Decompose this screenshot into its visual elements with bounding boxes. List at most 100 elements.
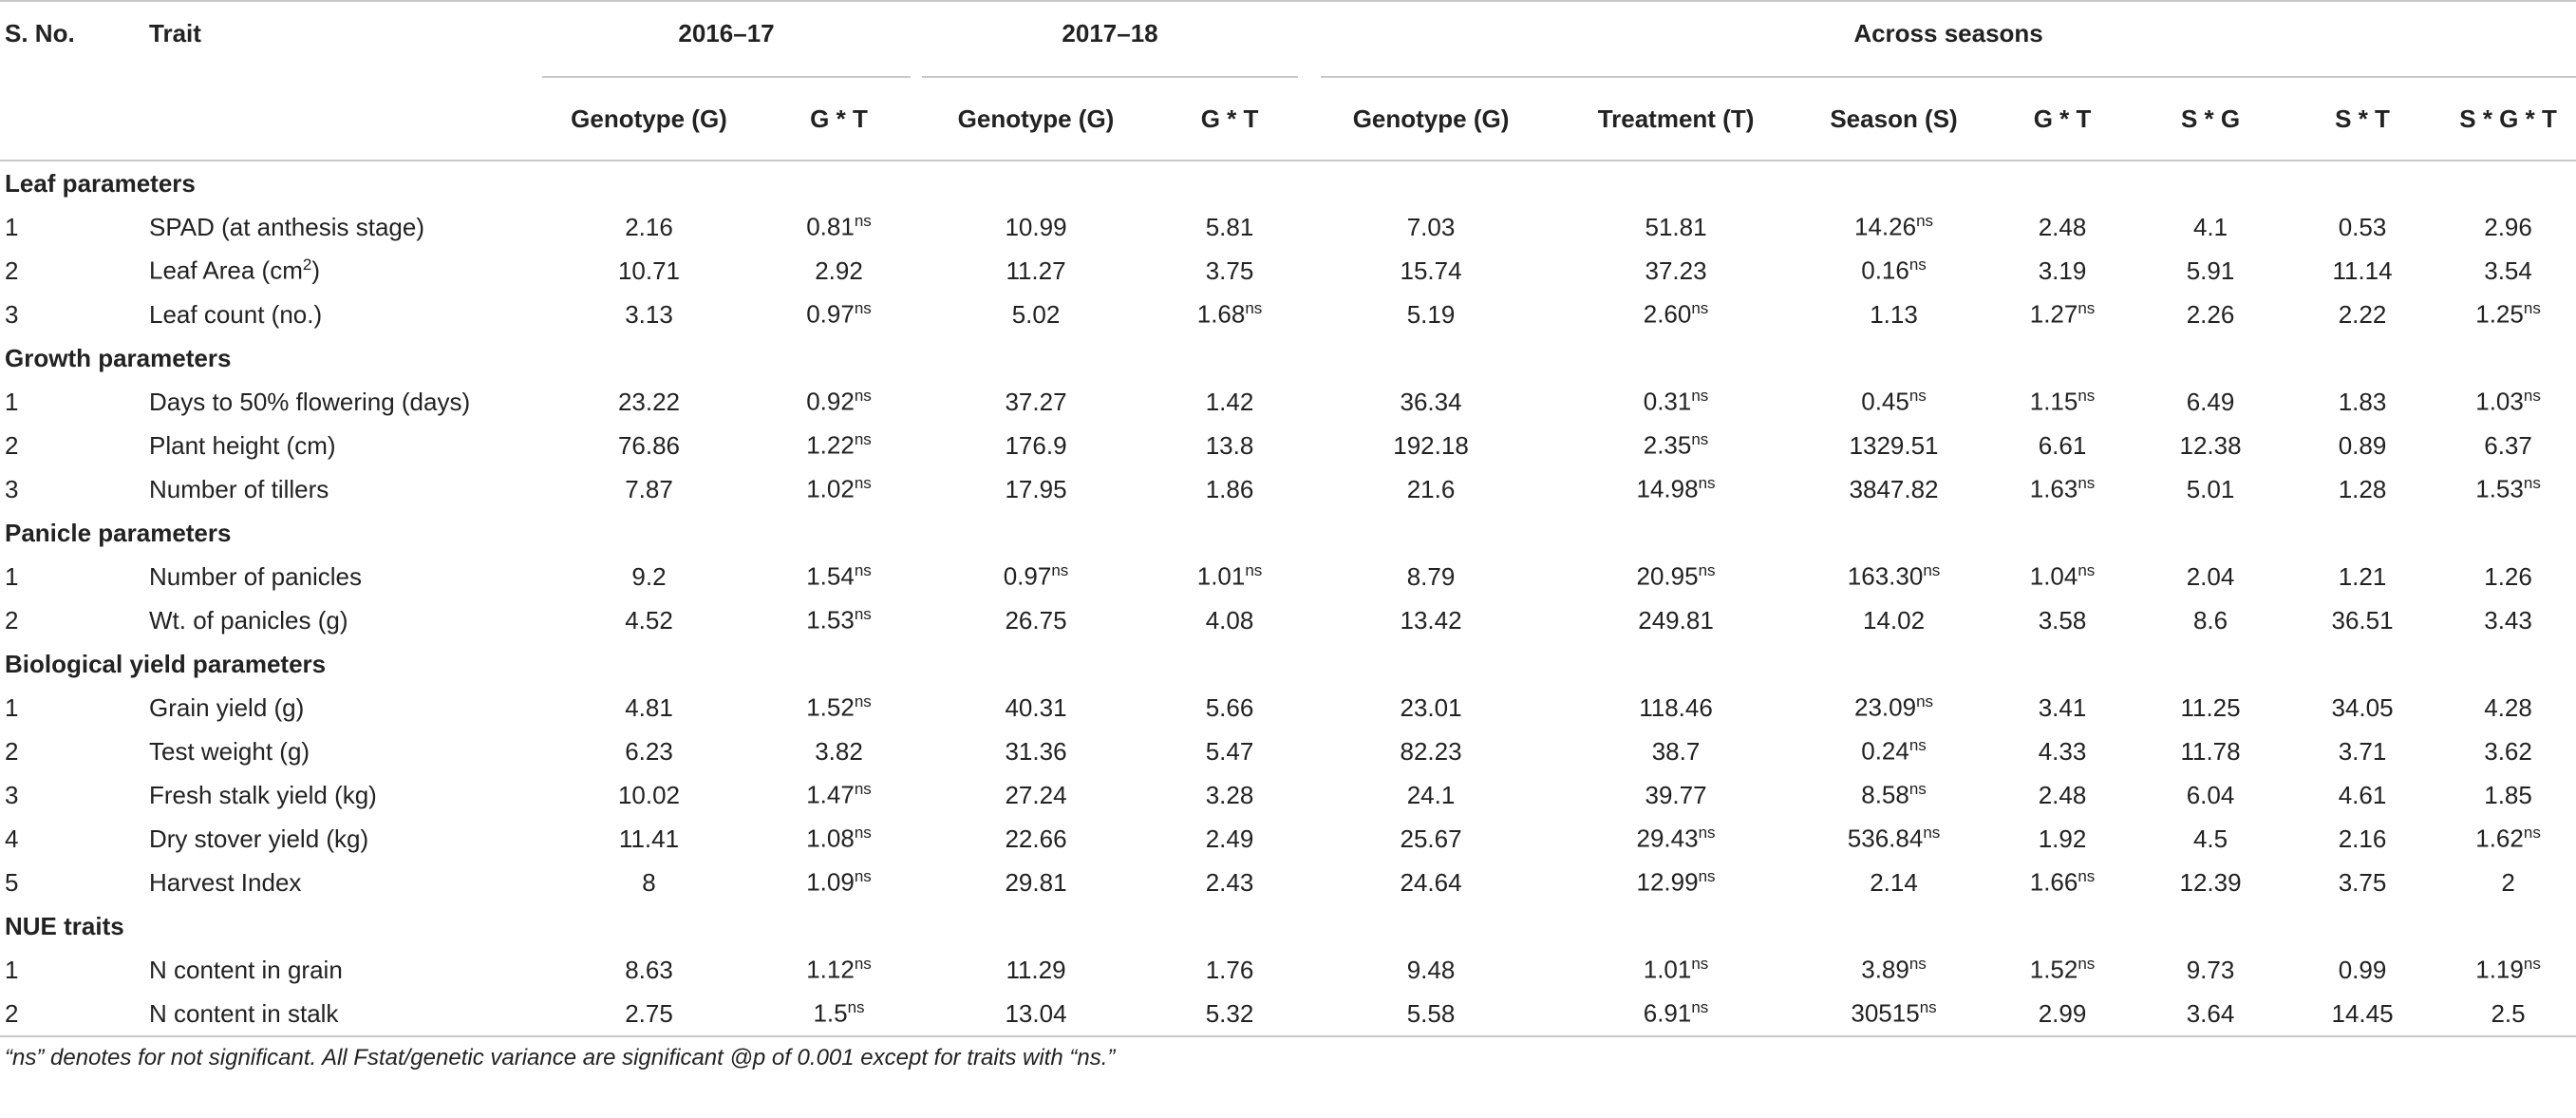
- data-cell: 24.1: [1406, 780, 1456, 809]
- cell-value: 1.12: [806, 955, 855, 984]
- cell-value: 1.47: [806, 780, 855, 809]
- superscript: ns: [2523, 955, 2541, 974]
- column-header: S * G: [2136, 78, 2285, 161]
- data-cell: 2: [2501, 867, 2515, 897]
- data-cell: 1.86: [1205, 474, 1254, 503]
- data-cell: 10.71: [617, 256, 681, 285]
- cell-value: 2.35: [1643, 430, 1692, 460]
- data-cell: 5.81: [1205, 212, 1254, 241]
- superscript: 2: [302, 256, 312, 275]
- cell-value: 0.97: [1003, 561, 1052, 591]
- data-cell: 1.25ns: [2440, 293, 2576, 336]
- data-cell: 2.43: [1205, 867, 1254, 897]
- trait-name: Leaf Area (cm2): [140, 249, 542, 293]
- cell-value: 1.54: [806, 561, 855, 591]
- data-row: 1 SPAD (at anthesis stage) 2.16 0.81ns 10.99…: [0, 205, 2576, 249]
- section-row: Panicle parameters: [0, 511, 2576, 555]
- data-cell: 0.92ns: [756, 380, 922, 424]
- data-cell: 5.02: [1011, 299, 1061, 329]
- cell-value: 30515: [1851, 998, 1920, 1028]
- superscript: ns: [2078, 867, 2096, 886]
- data-row: 2 Plant height (cm) 76.86 1.22ns 176.9 13.8 19…: [0, 424, 2576, 467]
- data-cell: 51.81: [1645, 212, 1707, 241]
- data-cell: 2.16: [2338, 824, 2387, 853]
- data-cell: 1.22ns: [756, 424, 922, 467]
- data-cell: 2.99: [2038, 998, 2087, 1028]
- cell-value: 1.53: [2475, 474, 2524, 503]
- superscript: ns: [2078, 387, 2096, 406]
- data-cell: 1.15ns: [1988, 380, 2136, 424]
- data-cell: 1.62ns: [2440, 817, 2576, 861]
- data-cell: 13.8: [1205, 430, 1254, 460]
- data-cell: 27.24: [1005, 780, 1067, 809]
- data-cell: 6.49: [2186, 387, 2235, 416]
- serial-number: 2: [5, 736, 19, 766]
- data-cell: 3.41: [2038, 692, 2087, 722]
- cell-value: 1.15: [2029, 387, 2078, 416]
- data-cell: 1.85: [2484, 780, 2532, 809]
- data-cell: 3.75: [2338, 867, 2387, 897]
- superscript: ns: [1916, 212, 1934, 231]
- cell-value: Leaf Area (cm: [149, 256, 303, 285]
- data-cell: 0.24ns: [1799, 730, 1988, 773]
- superscript: ns: [854, 867, 872, 886]
- data-cell: 1.26: [2484, 561, 2532, 591]
- data-cell: 36.51: [2331, 605, 2394, 635]
- data-cell: 30515ns: [1799, 992, 1988, 1036]
- cell-value: 1.04: [2029, 561, 2078, 591]
- data-cell: 11.27: [1006, 256, 1066, 285]
- data-cell: 2.48: [2038, 212, 2087, 241]
- superscript: ns: [1245, 299, 1263, 318]
- trait-name: Number of tillers: [149, 474, 329, 503]
- data-cell: 23.01: [1400, 692, 1462, 722]
- data-cell: 2.16: [625, 212, 673, 241]
- data-cell: 1.04ns: [1988, 555, 2136, 598]
- data-cell: 0.99: [2338, 955, 2387, 984]
- data-cell: 1.42: [1205, 387, 1254, 416]
- cell-value: 1.52: [2029, 955, 2078, 984]
- cell-value: 0.24: [1861, 736, 1909, 766]
- data-cell: 0.97ns: [922, 555, 1150, 598]
- cell-value: 1.02: [806, 474, 855, 503]
- superscript: ns: [854, 955, 872, 974]
- cell-value: 8.58: [1861, 780, 1909, 809]
- superscript: ns: [2078, 474, 2096, 493]
- section-title: Growth parameters: [5, 343, 232, 372]
- superscript: ns: [847, 998, 865, 1017]
- data-cell: 8.58ns: [1799, 773, 1988, 817]
- superscript: ns: [2523, 474, 2541, 493]
- data-cell: 2.35ns: [1552, 424, 1799, 467]
- data-cell: 14.45: [2331, 998, 2394, 1028]
- group-header: Across seasons: [1309, 1, 2576, 78]
- data-cell: 5.47: [1205, 736, 1254, 766]
- data-row: 1 Grain yield (g) 4.81 1.52ns 40.31 5.66 23.01…: [0, 686, 2576, 730]
- data-row: 2 Wt. of panicles (g) 4.52 1.53ns 26.75 4.08 1…: [0, 598, 2576, 642]
- cell-value: 1.01: [1196, 561, 1246, 591]
- data-cell: 7.03: [1406, 212, 1456, 241]
- cell-value: 163.30: [1847, 561, 1924, 591]
- data-cell: 2.49: [1205, 824, 1254, 853]
- trait-name: Harvest Index: [149, 867, 302, 897]
- superscript: ns: [1908, 387, 1927, 406]
- data-cell: 0.16ns: [1799, 249, 1988, 293]
- data-cell: 29.43ns: [1552, 817, 1799, 861]
- data-cell: 4.52: [625, 605, 673, 635]
- cell-value: 29.43: [1636, 824, 1699, 853]
- data-cell: 12.99ns: [1552, 861, 1799, 904]
- superscript: ns: [2078, 955, 2096, 974]
- cell-value: ): [311, 256, 320, 285]
- data-cell: 1.21: [2338, 561, 2387, 591]
- superscript: ns: [854, 824, 872, 843]
- cell-value: 1.66: [2029, 867, 2078, 897]
- superscript: ns: [854, 474, 872, 493]
- section-title: Leaf parameters: [5, 168, 196, 198]
- superscript: ns: [1908, 955, 1927, 974]
- column-header: G * T: [1988, 78, 2137, 161]
- data-cell: 76.86: [617, 430, 681, 460]
- superscript: ns: [1919, 998, 1937, 1017]
- data-cell: 37.27: [1005, 387, 1067, 416]
- cell-value: 2.60: [1643, 299, 1692, 329]
- cell-value: 0.16: [1861, 256, 1909, 285]
- data-cell: 11.29: [1006, 955, 1066, 984]
